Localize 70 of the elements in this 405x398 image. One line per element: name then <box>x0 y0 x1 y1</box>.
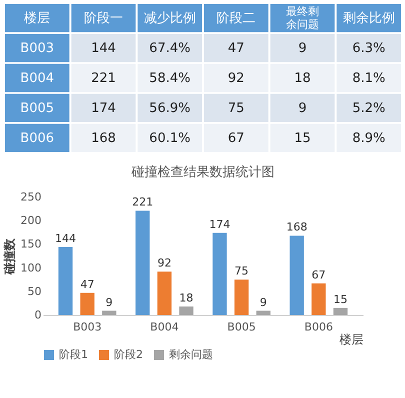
x-tick-label: 剩余比例 <box>342 11 395 26</box>
data-label: 18 <box>294 71 311 86</box>
data-label: 9 <box>260 296 267 309</box>
legend-label: 阶段1 <box>59 348 88 361</box>
data-label: 5.2% <box>352 100 386 116</box>
y-tick-label: B005 <box>20 100 54 116</box>
data-label: 221 <box>91 71 116 86</box>
y-axis-title: 楼层 <box>24 11 50 26</box>
y-tick-label: 100 <box>20 261 42 274</box>
x-tick-label: 阶段二 <box>216 11 256 26</box>
data-label: 8.9% <box>352 130 386 146</box>
bar <box>58 247 73 315</box>
y-tick-label: 0 <box>34 308 42 322</box>
x-tick-label: 最终剩余问题 <box>286 5 319 32</box>
data-label: 15 <box>294 130 311 146</box>
data-label: 67.4% <box>149 41 190 56</box>
data-label: 9 <box>298 41 307 56</box>
bar <box>212 232 227 315</box>
y-tick-label: B003 <box>20 41 54 56</box>
bar <box>290 236 304 315</box>
x-tick-label: B006 <box>304 320 333 334</box>
bar <box>136 210 150 315</box>
legend-label: 剩余问题 <box>169 348 213 361</box>
data-label: 92 <box>157 256 172 270</box>
x-tick-label: 减少比例 <box>144 11 196 26</box>
data-label: 60.1% <box>149 130 190 146</box>
bar <box>333 308 348 315</box>
bar <box>102 310 116 315</box>
bar <box>80 292 94 315</box>
data-label: 9 <box>298 100 307 116</box>
data-label: 58.4% <box>149 71 190 86</box>
x-tick-label: B004 <box>150 320 179 334</box>
bar <box>179 306 194 315</box>
data-label: 47 <box>228 41 244 56</box>
data-label: 92 <box>228 71 244 86</box>
legend-label: 阶段2 <box>114 348 143 361</box>
data-label: 8.1% <box>352 71 386 86</box>
x-axis-title: 楼层 <box>340 332 364 346</box>
data-label: 15 <box>333 292 348 306</box>
x-tick-label: 阶段一 <box>84 11 124 26</box>
chart-title: 碰撞检查结果数据统计图 <box>130 165 274 180</box>
bar <box>234 280 249 315</box>
data-label: 174 <box>209 218 230 231</box>
data-label: 67 <box>228 130 244 146</box>
data-label: 221 <box>132 196 154 209</box>
y-axis-title: 碰撞数 <box>2 238 17 276</box>
x-tick-label: B003 <box>73 320 102 334</box>
y-tick-label: 250 <box>20 190 42 204</box>
y-tick-label: B006 <box>20 130 54 146</box>
y-tick-label: B004 <box>20 71 54 86</box>
data-label: 168 <box>91 130 116 146</box>
data-label: 18 <box>179 292 194 305</box>
data-label: 56.9% <box>149 100 190 116</box>
y-tick-label: 50 <box>28 284 42 298</box>
data-label: 75 <box>234 264 249 278</box>
data-label: 75 <box>228 100 244 116</box>
data-label: 47 <box>80 278 94 291</box>
bar <box>157 272 172 315</box>
data-label: 144 <box>91 41 116 56</box>
y-tick-label: 150 <box>20 238 42 251</box>
data-label: 144 <box>55 232 76 246</box>
data-label: 6.3% <box>352 41 386 56</box>
data-label: 168 <box>286 220 308 234</box>
data-label: 174 <box>91 100 116 116</box>
y-tick-label: 200 <box>20 214 42 228</box>
bar <box>256 310 270 315</box>
bar <box>312 283 326 315</box>
data-label: 67 <box>312 268 326 282</box>
data-label: 9 <box>106 296 113 309</box>
x-tick-label: B005 <box>227 320 256 334</box>
